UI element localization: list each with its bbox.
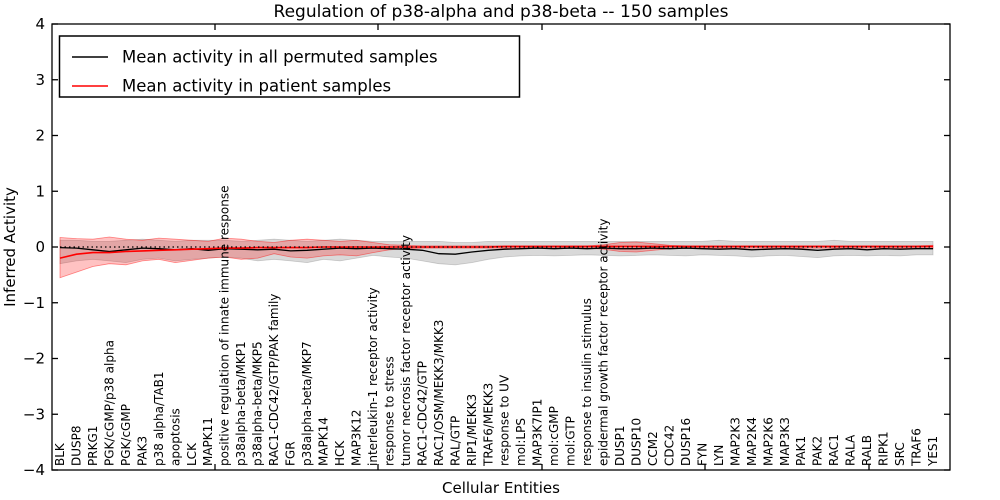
x-tick-label: BLK [53, 442, 67, 466]
x-tick-label: MAP3K12 [350, 409, 364, 466]
x-tick-label: mol:GTP [564, 416, 578, 466]
tick-marks-layer [52, 23, 950, 471]
x-tick-label: apoptosis [168, 408, 182, 466]
legend-label-permuted: Mean activity in all permuted samples [122, 48, 438, 67]
x-tick-label: MAPK11 [201, 417, 215, 466]
x-tick-label: SRC [893, 442, 907, 466]
x-tick-label: PAK3 [135, 436, 149, 466]
x-tick-label: p38alpha-beta/MKP1 [234, 341, 248, 466]
x-tick-label: response to UV [498, 374, 512, 466]
x-tick-label: p38alpha-beta/MKP7 [300, 341, 314, 466]
x-tick-label: DUSP1 [613, 425, 627, 466]
x-tick-label: mol:LPS [514, 418, 528, 466]
x-tick-label: RALA [844, 434, 858, 466]
y-tick-label: 4 [35, 15, 45, 33]
x-tick-label: FYN [695, 443, 709, 466]
x-tick-label: DUSP8 [70, 425, 84, 466]
y-tick-label: 2 [35, 127, 45, 145]
x-tick-label: YES1 [926, 436, 940, 467]
x-tick-label: MAP3K3 [778, 417, 792, 466]
x-tick-label: RAC1-CDC42/GTP/PAK family [267, 294, 281, 466]
x-tick-label: RAC1 [827, 434, 841, 466]
y-axis-label: Inferred Activity [1, 187, 19, 307]
x-tick-label: RIPK1 [877, 431, 891, 466]
x-tick-label: PAK2 [811, 436, 825, 466]
legend: Mean activity in all permuted samples Me… [58, 35, 521, 98]
x-tick-label: RIP1/MEKK3 [465, 394, 479, 466]
y-tick-label: −1 [23, 294, 45, 312]
x-tick-label: LCK [185, 442, 199, 466]
x-tick-label: p38 alpha/TAB1 [152, 372, 166, 466]
x-tick-label: RAC1-CDC42/GTP [415, 361, 429, 466]
x-tick-label: tumor necrosis factor receptor activity [399, 235, 413, 466]
y-tick-labels-layer: −4 −3 −2 −1 0 1 2 3 4 [23, 15, 45, 479]
x-tick-label: MAP2K4 [745, 417, 759, 466]
x-tick-label: HCK [333, 440, 347, 466]
x-tick-label: MAPK14 [317, 417, 331, 466]
x-tick-label: interleukin-1 receptor activity [366, 287, 380, 466]
legend-label-patient: Mean activity in patient samples [122, 77, 391, 96]
x-tick-label: epidermal growth factor receptor activit… [597, 219, 611, 466]
chart-title: Regulation of p38-alpha and p38-beta -- … [274, 2, 729, 22]
y-tick-label: 0 [35, 238, 45, 256]
x-tick-label: FGR [284, 441, 298, 466]
x-tick-label: PGK/cGMP/p38 alpha [102, 340, 116, 466]
x-tick-label: CCM2 [646, 431, 660, 466]
legend-box [58, 35, 521, 98]
x-tick-label: PAK1 [794, 436, 808, 466]
x-tick-label: RAC1/OSM/MEKK3/MKK3 [432, 320, 446, 466]
x-tick-label: mol:cGMP [547, 406, 561, 466]
x-tick-label: RALB [860, 435, 874, 466]
permuted-mean-line [59, 246, 933, 255]
x-tick-label: PGK/cGMP [119, 404, 133, 466]
x-tick-label: TRAF6/MEKK3 [481, 383, 495, 467]
x-tick-label: PRKG1 [86, 426, 100, 466]
x-tick-labels-layer: BLK DUSP8 PRKG1 PGK/cGMP/p38 alpha PGK/cGMP P… [53, 186, 940, 467]
confidence-bands-layer [59, 236, 934, 279]
x-tick-label: CDC42 [663, 425, 677, 466]
x-tick-label: MAP2K3 [728, 417, 742, 466]
x-axis-label: Cellular Entities [442, 479, 560, 497]
x-tick-label: p38alpha-beta/MKP5 [251, 341, 265, 466]
y-tick-label: −4 [23, 461, 45, 479]
x-tick-label: response to stress [382, 356, 396, 466]
x-tick-label: RAL/GTP [448, 416, 462, 466]
y-tick-label: 1 [35, 182, 45, 200]
x-tick-label: DUSP16 [679, 418, 693, 466]
x-tick-label: DUSP10 [630, 418, 644, 466]
y-tick-label: 3 [35, 71, 45, 89]
y-tick-label: −2 [23, 350, 45, 368]
x-tick-label: MAP2K6 [761, 417, 775, 466]
y-tick-label: −3 [23, 405, 45, 423]
x-tick-label: positive regulation of innate immune res… [218, 186, 232, 466]
x-tick-label: LYN [712, 445, 726, 466]
x-tick-label: response to insulin stimulus [580, 298, 594, 466]
x-tick-label: MAP3K7IP1 [531, 399, 545, 466]
x-tick-label: TRAF6 [910, 428, 924, 467]
